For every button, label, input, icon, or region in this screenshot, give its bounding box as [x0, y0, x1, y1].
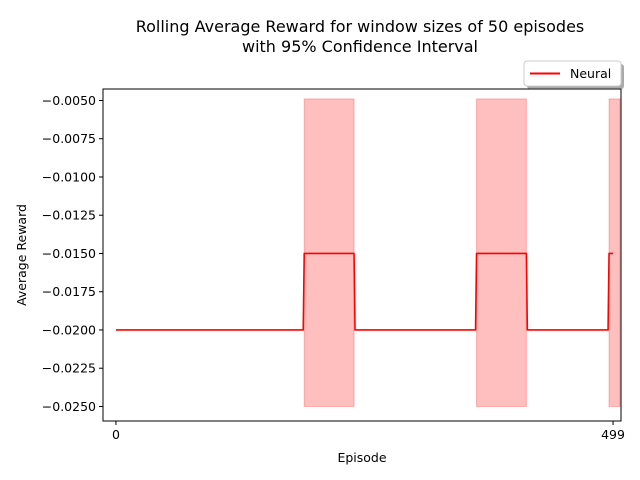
y-tick-label: −0.0175: [42, 284, 96, 299]
series-line-neural: [115, 252, 614, 331]
y-tick-label: −0.0225: [42, 361, 96, 376]
y-tick-label: −0.0125: [42, 208, 96, 223]
y-tick-label: −0.0100: [42, 169, 96, 184]
plot-frame: [102, 88, 622, 422]
x-tick-label: 0: [112, 427, 120, 442]
y-tick-label: −0.0150: [42, 246, 96, 261]
y-tick-label: −0.0075: [42, 131, 96, 146]
y-tick-label: −0.0200: [42, 322, 96, 337]
y-tick-label: −0.0050: [42, 93, 96, 108]
chart-title: Rolling Average Reward for window sizes …: [136, 17, 585, 36]
y-tick-label: −0.0250: [42, 399, 96, 414]
chart-subtitle: with 95% Confidence Interval: [242, 37, 478, 56]
legend: Neural: [523, 60, 624, 89]
legend-label-neural: Neural: [570, 66, 611, 81]
y-axis-label: Average Reward: [14, 204, 29, 306]
series-lines: [115, 252, 614, 331]
x-ticks: 0 499: [112, 421, 625, 442]
x-tick-label: 499: [601, 427, 625, 442]
legend-box: [523, 60, 622, 87]
y-ticks: −0.0050 −0.0075 −0.0100 −0.0125 −0.0150 −0.01…: [42, 93, 103, 414]
x-axis-label: Episode: [337, 450, 386, 465]
